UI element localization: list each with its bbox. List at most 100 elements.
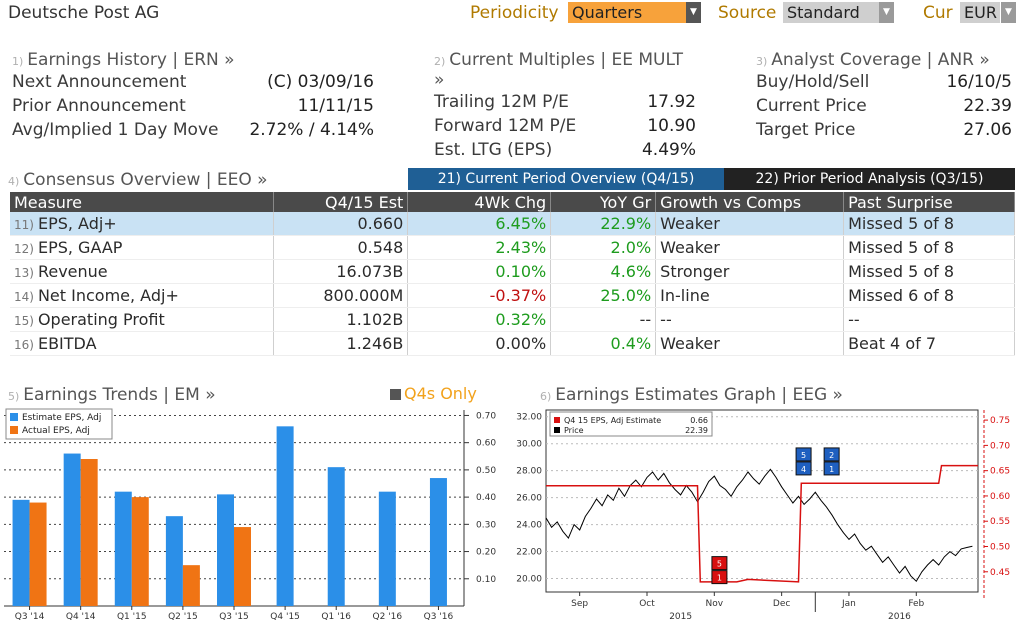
periodicity-value: Quarters [568,2,686,23]
section-number: 4) [8,175,20,188]
consensus-overview-link[interactable]: 4) Consensus Overview | EEO » [8,170,268,190]
x-tick-label: Q1 '15 [117,612,147,622]
bar-actual [29,502,47,606]
source-label: Source [718,3,777,23]
top-bar: Deutsche Post AG Periodicity Quarters ▼ … [0,0,1024,26]
yoy-cell: 25.0% [550,283,657,308]
bar-estimate [327,467,345,606]
y-tick-label: 0.65 [990,467,1010,477]
currency-label: Cur [923,3,953,23]
earnings-graph-link[interactable]: 6) Earnings Estimates Graph | EEG » [540,385,843,405]
column-header[interactable]: 4Wk Chg [407,192,552,212]
event-marker: 51 [711,556,728,585]
table-row[interactable]: 16) EBITDA 1.246B 0.00% 0.4% Weaker Beat … [10,331,1015,356]
y-tick-label: 0.55 [990,517,1010,527]
section-number: 1) [12,55,24,68]
yoy-cell: 4.6% [550,259,657,284]
earnings-trends-chart: 0.10 0.20 0.30 0.40 0.50 0.60 0.70 Q3 '14 Q4 '14… [0,406,505,625]
event-marker: 21 [823,447,840,476]
growth-cell: Weaker [655,235,845,260]
current-multiples-link[interactable]: 2) Current Multiples | EE MULT » [434,50,698,90]
yoy-cell: -- [550,307,657,332]
row-index: 16) [14,338,34,352]
estimate-cell: 0.660 [273,212,409,236]
bar-actual [182,565,200,606]
section-number: 6) [540,390,552,403]
section-number: 2) [434,55,446,68]
table-row[interactable]: 12) EPS, GAAP 0.548 2.43% 2.0% Weaker Mis… [10,235,1015,260]
y-tick-label: 32.00 [516,413,542,423]
x-tick-label: Q4 '15 [270,612,300,622]
surprise-cell: Missed 5 of 8 [843,235,1015,260]
tab-prior-period[interactable]: 22) Prior Period Analysis (Q3/15) [724,168,1015,190]
estimate-cell: 1.102B [273,307,409,332]
x-tick-label: Nov [706,599,724,609]
bar-actual [234,527,251,606]
chart-legend: Q4 15 EPS, Adj Estimate 0.66 Price 22.39 [549,411,713,437]
bar-estimate [114,491,132,606]
currency-dropdown[interactable]: EUR ▼ [960,2,1016,23]
table-header-row: Measure Q4/15 Est 4Wk Chg YoY Gr Growth … [10,192,1015,212]
currency-value: EUR [960,2,1000,23]
y-tick-label: 0.30 [476,520,496,530]
marker-box [711,570,728,585]
column-header[interactable]: Measure [10,192,275,212]
growth-cell: Weaker [655,331,845,356]
surprise-cell: Beat 4 of 7 [843,331,1015,356]
bar-estimate [276,426,294,606]
earnings-history-link[interactable]: 1) Earnings History | ERN » [12,50,382,70]
marker-box [795,447,812,462]
legend-swatch [10,426,18,434]
y-tick-label: 0.50 [990,543,1010,553]
x-year-label: 2015 [669,612,692,622]
row-label: Est. LTG (EPS) [434,140,553,160]
column-header[interactable]: Growth vs Comps [655,192,845,212]
legend-box [5,408,113,440]
analyst-coverage-panel: 3) Analyst Coverage | ANR » Buy/Hold/Sell… [756,50,1012,144]
change-cell: 0.32% [407,307,552,332]
surprise-cell: Missed 5 of 8 [843,259,1015,284]
y-tick-label: 30.00 [516,440,542,450]
marker-label: 5 [801,451,806,460]
section-title: Earnings Trends | EM » [23,385,216,405]
measure-cell: Operating Profit [37,310,165,329]
row-index: 12) [14,242,34,256]
periodicity-label: Periodicity [470,3,559,23]
chevron-down-icon: ▼ [879,2,894,23]
x-tick-label: Q2 '15 [168,612,198,622]
tab-current-period[interactable]: 21) Current Period Overview (Q4/15) [408,168,724,190]
yoy-cell: 2.0% [550,235,657,260]
marker-label: 1 [829,465,834,474]
legend-value: 0.66 [690,416,708,425]
list-item: Current Price 22.39 [756,96,1012,120]
list-item: Buy/Hold/Sell 16/10/5 [756,72,1012,96]
column-header[interactable]: Q4/15 Est [273,192,409,212]
legend-label: Price [564,426,584,435]
table-row[interactable]: 14) Net Income, Adj+ 800.000M -0.37% 25.0… [10,283,1015,308]
periodicity-dropdown[interactable]: Quarters ▼ [568,2,702,23]
analyst-coverage-link[interactable]: 3) Analyst Coverage | ANR » [756,50,1012,70]
chart-legend: Estimate EPS, Adj Actual EPS, Adj [5,408,113,440]
source-value: Standard [783,2,879,23]
y-tick-label: 0.10 [476,575,496,585]
y-tick-label: 22.00 [516,548,542,558]
list-item: Target Price 27.06 [756,120,1012,144]
column-header[interactable]: YoY Gr [550,192,657,212]
table-row[interactable]: 13) Revenue 16.073B 0.10% 4.6% Stronger M… [10,259,1015,284]
bar-estimate [12,499,30,606]
table-row[interactable]: 15) Operating Profit 1.102B 0.32% -- -- -… [10,307,1015,332]
growth-cell: In-line [655,283,845,308]
row-value: (C) 03/09/16 [267,72,374,92]
marker-box [823,447,840,462]
y-tick-label: 0.40 [476,493,496,503]
y-tick-label: 0.20 [476,548,496,558]
section-title: Analyst Coverage | ANR » [771,50,990,70]
table-row[interactable]: 11) EPS, Adj+ 0.660 6.45% 22.9% Weaker Mi… [10,212,1015,236]
earnings-trends-link[interactable]: 5) Earnings Trends | EM » [8,385,216,405]
legend-swatch [10,413,18,421]
column-header[interactable]: Past Surprise [843,192,1015,212]
q4s-only-toggle[interactable]: Q4s Only [390,384,477,403]
source-dropdown[interactable]: Standard ▼ [783,2,895,23]
row-label: Prior Announcement [12,96,186,116]
list-item: Est. LTG (EPS) 4.49% [434,140,698,164]
